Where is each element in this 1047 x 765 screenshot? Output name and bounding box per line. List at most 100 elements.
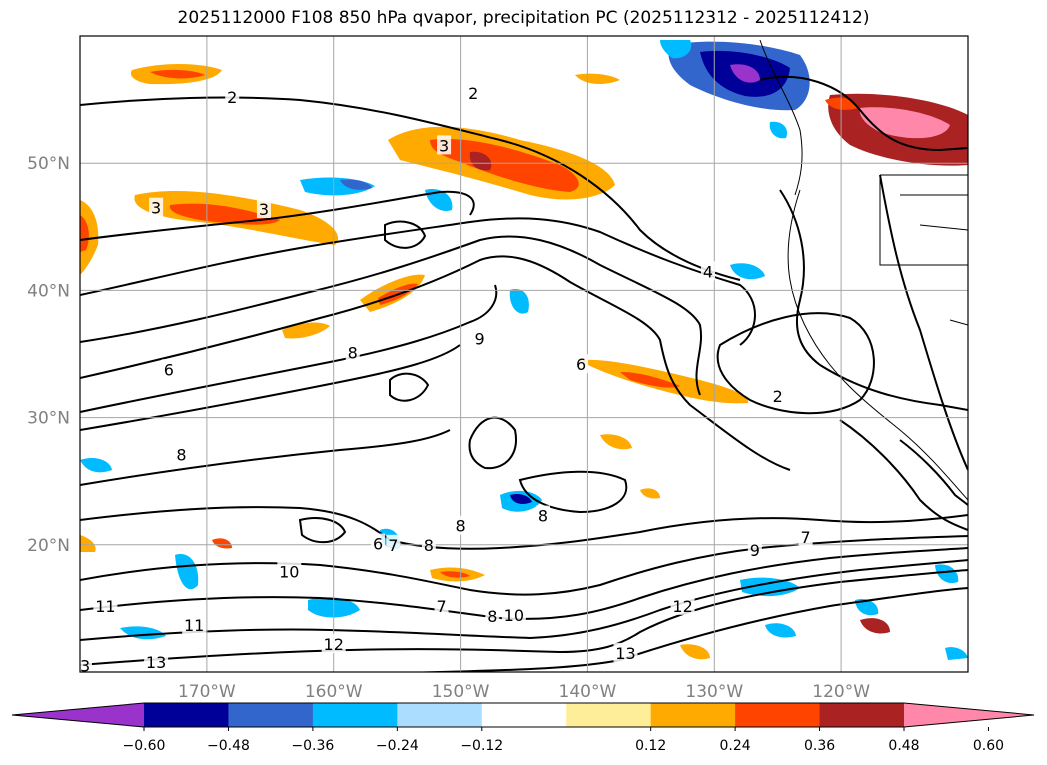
qvapor-contours <box>80 75 968 672</box>
lat-tick-label: 40°N <box>27 281 70 301</box>
contour-label-bg <box>472 328 487 348</box>
colorbar-tick-label: 0.60 <box>973 738 1004 754</box>
contour-label: 3 <box>439 136 449 155</box>
colorbar-tick-label: 0.24 <box>720 738 751 754</box>
contour-label: 8 <box>424 536 434 555</box>
coastlines-borders <box>759 39 968 501</box>
contour-label-bg <box>161 359 176 379</box>
colorbar-segment <box>397 703 483 727</box>
contour-label: 13 <box>70 657 90 676</box>
lat-tick-label: 20°N <box>27 536 70 556</box>
contour-label-bg <box>144 651 169 671</box>
contour-label-bg <box>149 197 164 217</box>
contour-label-bg <box>80 655 92 672</box>
contour-label-bg <box>93 595 118 615</box>
contour-label-bg <box>256 198 271 218</box>
contour-label: 2 <box>227 88 237 107</box>
contour-label-bg <box>466 83 481 103</box>
colorbar-segment <box>566 703 652 727</box>
contour-label: 7 <box>436 597 446 616</box>
colorbar-tick-label: −0.24 <box>376 738 419 754</box>
contour-label: 2 <box>468 84 478 103</box>
contour-label: 6 <box>164 360 174 379</box>
colorbar-tick-label: −0.36 <box>291 738 334 754</box>
lat-tick-label: 50°N <box>27 154 70 174</box>
contour-label: 10 <box>279 563 299 582</box>
contour-label: 8 <box>348 344 358 363</box>
colorbar-extend-high <box>904 703 1034 727</box>
colorbar-tick-label: 0.12 <box>635 738 666 754</box>
contour-label: 13 <box>146 653 166 672</box>
contour-label-bg <box>182 614 207 634</box>
colorbar-extend-low <box>12 703 144 727</box>
latitude-labels: 20°N 30°N 40°N 50°N <box>27 154 70 556</box>
contour-label-bg <box>277 561 302 581</box>
lon-tick-label: 170°W <box>178 682 236 702</box>
contour-label: 10 <box>504 606 524 625</box>
lat-tick-label: 30°N <box>27 409 70 429</box>
contour-label: 7 <box>388 536 398 555</box>
contour-label-bg <box>485 606 500 626</box>
contour-label-bg <box>700 261 715 281</box>
colorbar-segment <box>819 703 905 727</box>
contour-label: 6 <box>373 535 383 554</box>
contour-label-bg <box>345 342 360 362</box>
contour-label: 13 <box>615 644 635 663</box>
precip-negative-shading <box>80 40 968 660</box>
lon-tick-label: 160°W <box>305 682 363 702</box>
contour-label: 11 <box>95 597 115 616</box>
contour-label-bg <box>670 595 695 615</box>
lon-tick-label: 140°W <box>559 682 617 702</box>
contour-label: 9 <box>475 330 485 349</box>
contour-label: 8 <box>176 445 186 464</box>
contour-label-bg <box>453 515 468 535</box>
contour-label: 2 <box>773 387 783 406</box>
colorbar-segment <box>312 703 398 727</box>
contour-label: 8 <box>487 607 497 626</box>
contour-label-bg <box>798 527 813 547</box>
colorbar-segment <box>481 703 567 727</box>
contour-label: 8 <box>455 517 465 536</box>
contour-label-bg <box>421 534 436 554</box>
contour-label-bg <box>770 385 785 405</box>
contour-label: 3 <box>151 199 161 218</box>
contour-label: 12 <box>324 635 344 654</box>
contour-label: 3 <box>259 200 269 219</box>
colorbar-tick-label: −0.12 <box>460 738 503 754</box>
contour-label-bg <box>434 595 449 615</box>
contour-label-bg <box>437 135 452 155</box>
map-frame <box>79 35 969 673</box>
colorbar-tick-label: −0.60 <box>123 738 166 754</box>
colorbar-segment <box>650 703 736 727</box>
contour-label: 4 <box>703 262 713 281</box>
contour-label: 8 <box>538 507 548 526</box>
colorbar: −0.60 −0.48 −0.36 −0.24 −0.12 0.12 0.24 0.36 0.4… <box>11 702 1035 754</box>
colorbar-tick-label: 0.36 <box>804 738 835 754</box>
contour-label-bg <box>501 604 526 624</box>
contour-label-bg <box>371 533 386 553</box>
colorbar-tick-label: 0.48 <box>888 738 919 754</box>
colorbar-tick-label: −0.48 <box>207 738 250 754</box>
map-title: 2025112000 F108 850 hPa qvapor, precipit… <box>177 8 870 28</box>
colorbar-segment <box>735 703 821 727</box>
longitude-labels: 170°W 160°W 150°W 140°W 130°W 120°W <box>178 682 870 702</box>
contour-label: 9 <box>750 541 760 560</box>
lon-tick-label: 120°W <box>812 682 870 702</box>
contour-label-bg <box>747 539 762 559</box>
contour-label: 6 <box>576 355 586 374</box>
colorbar-segment <box>144 703 229 727</box>
contour-label-bg <box>225 87 240 107</box>
contour-label-bg <box>574 354 589 374</box>
lon-tick-label: 130°W <box>685 682 743 702</box>
colorbar-segment <box>228 703 314 727</box>
contour-label: 7 <box>801 528 811 547</box>
contour-label: 12 <box>672 597 692 616</box>
contour-label-bg <box>536 505 551 525</box>
contour-label-bg <box>174 444 189 464</box>
contour-label-bg <box>321 634 346 654</box>
graticule <box>80 36 968 672</box>
contour-label: 11 <box>184 616 204 635</box>
contour-label-bg <box>386 534 401 554</box>
